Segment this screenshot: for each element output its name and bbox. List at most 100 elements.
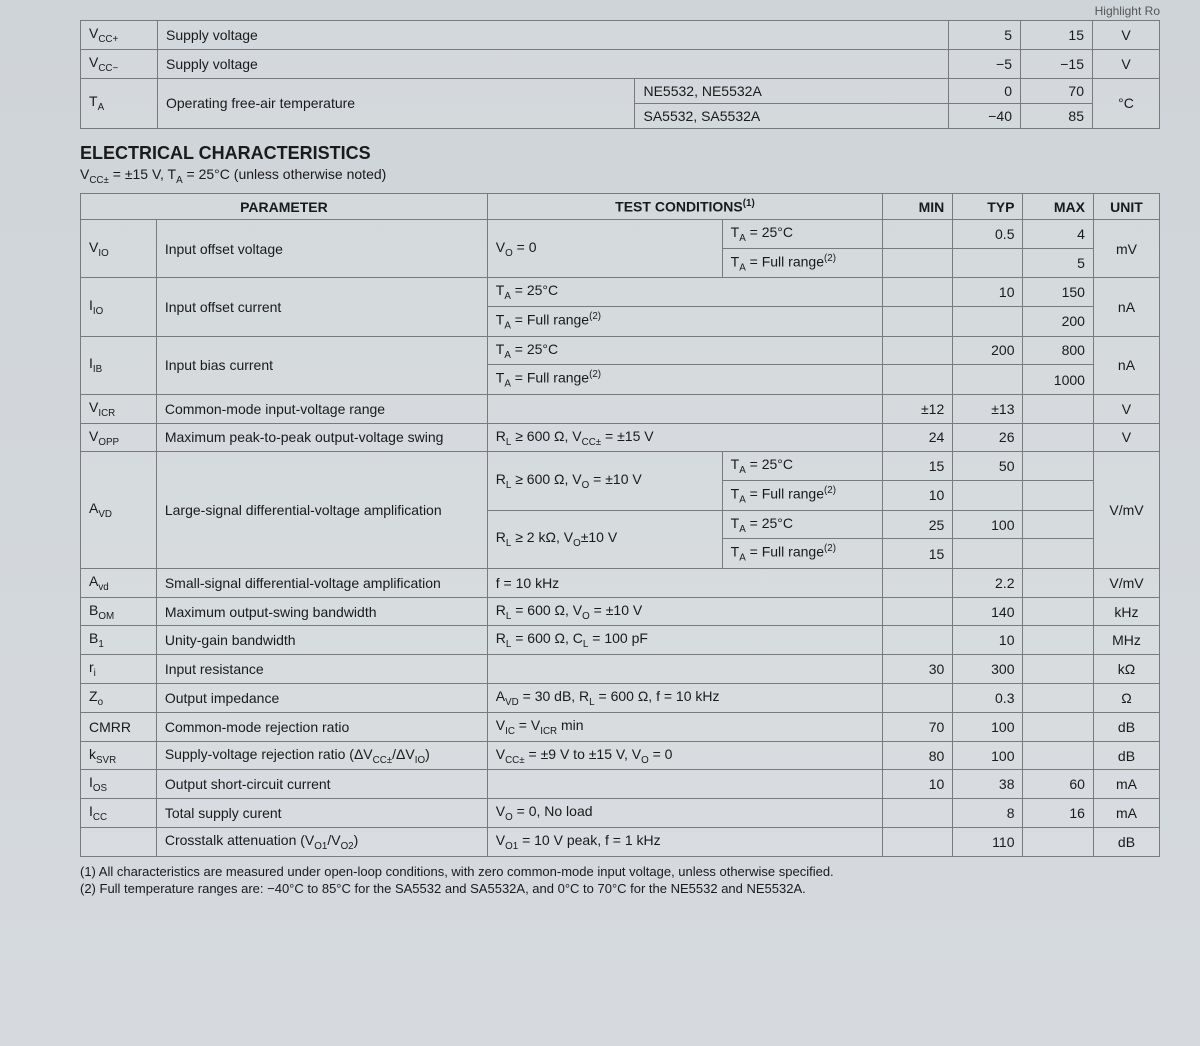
hdr-typ: TYP: [953, 194, 1023, 220]
unit: V/mV: [1093, 452, 1159, 569]
tc2: TA = Full range(2): [722, 248, 882, 277]
val: 16: [1023, 799, 1093, 828]
val: 15: [1021, 21, 1093, 50]
hdr-max: MAX: [1023, 194, 1093, 220]
param: Common-mode rejection ratio: [156, 712, 487, 741]
val: 60: [1023, 770, 1093, 799]
unit: V: [1093, 423, 1159, 452]
sym-cmrr: CMRR: [81, 712, 157, 741]
param: Crosstalk attenuation (VO1/VO2): [156, 828, 487, 857]
cond: SA5532, SA5532A: [635, 103, 949, 128]
val: 70: [1021, 78, 1093, 103]
sym-vopp: VOPP: [81, 423, 157, 452]
tc: TA = Full range(2): [487, 365, 882, 394]
unit: dB: [1093, 712, 1159, 741]
hdr-min: MIN: [883, 194, 953, 220]
electrical-characteristics-table: PARAMETER TEST CONDITIONS(1) MIN TYP MAX…: [80, 193, 1160, 856]
param: Input offset current: [156, 278, 487, 336]
tc: TA = 25°C: [487, 278, 882, 307]
param: Output short-circuit current: [156, 770, 487, 799]
sym-iib: IIB: [81, 336, 157, 394]
sym-ios: IOS: [81, 770, 157, 799]
sym-zo: Zo: [81, 684, 157, 713]
sym-icc: ICC: [81, 799, 157, 828]
val: [883, 220, 953, 249]
val: 30: [883, 655, 953, 684]
val: 85: [1021, 103, 1093, 128]
hdr-unit: UNIT: [1093, 194, 1159, 220]
unit: nA: [1093, 278, 1159, 336]
tc: VCC± = ±9 V to ±15 V, VO = 0: [487, 741, 882, 770]
unit: nA: [1093, 336, 1159, 394]
hdr-tc: TEST CONDITIONS(1): [487, 194, 882, 220]
val: 0.3: [953, 684, 1023, 713]
unit: Ω: [1093, 684, 1159, 713]
val: °C: [1093, 78, 1160, 128]
note-1: (1) All characteristics are measured und…: [80, 863, 1160, 881]
val: 2.2: [953, 568, 1023, 597]
tc: VO = 0: [487, 220, 722, 278]
val: 150: [1023, 278, 1093, 307]
val: 25: [883, 510, 953, 539]
val: 15: [883, 539, 953, 568]
tc2: TA = 25°C: [722, 452, 882, 481]
highlight-label: Highlight Ro: [1095, 4, 1160, 18]
tc: RL ≥ 600 Ω, VCC± = ±15 V: [487, 423, 882, 452]
desc: Supply voltage: [158, 21, 949, 50]
tc2: TA = 25°C: [722, 510, 882, 539]
param: Maximum output-swing bandwidth: [156, 597, 487, 626]
tc: RL ≥ 2 kΩ, VO±10 V: [487, 510, 722, 568]
sym-ta: TA: [81, 78, 158, 128]
param: Supply-voltage rejection ratio (ΔVCC±/ΔV…: [156, 741, 487, 770]
val: 1000: [1023, 365, 1093, 394]
val: ±12: [883, 394, 953, 423]
tc: TA = 25°C: [487, 336, 882, 365]
param: Output impedance: [156, 684, 487, 713]
val: 10: [953, 626, 1023, 655]
param: Maximum peak-to-peak output-voltage swin…: [156, 423, 487, 452]
tc: VO = 0, No load: [487, 799, 882, 828]
val: 80: [883, 741, 953, 770]
tc2: TA = Full range(2): [722, 481, 882, 510]
val: V: [1093, 21, 1160, 50]
tc: AVD = 30 dB, RL = 600 Ω, f = 10 kHz: [487, 684, 882, 713]
sym-vcc-minus: VCC−: [81, 49, 158, 78]
desc: Supply voltage: [158, 49, 949, 78]
val: 70: [883, 712, 953, 741]
unit: dB: [1093, 828, 1159, 857]
section-title: ELECTRICAL CHARACTERISTICS: [80, 143, 1160, 164]
datasheet-page: Highlight Ro VCC+ Supply voltage 5 15 V …: [0, 0, 1200, 1046]
param: Input bias current: [156, 336, 487, 394]
tc: RL ≥ 600 Ω, VO = ±10 V: [487, 452, 722, 510]
unit: mA: [1093, 770, 1159, 799]
tc: VO1 = 10 V peak, f = 1 kHz: [487, 828, 882, 857]
val: 200: [953, 336, 1023, 365]
val: −5: [949, 49, 1021, 78]
val: −40: [949, 103, 1021, 128]
val: 10: [883, 481, 953, 510]
sym-avd: AVD: [81, 452, 157, 569]
unit: mA: [1093, 799, 1159, 828]
val: 800: [1023, 336, 1093, 365]
tc: TA = Full range(2): [487, 307, 882, 336]
tc2: TA = Full range(2): [722, 539, 882, 568]
val: 110: [953, 828, 1023, 857]
val: 5: [1023, 248, 1093, 277]
tc: RL = 600 Ω, VO = ±10 V: [487, 597, 882, 626]
unit: mV: [1093, 220, 1159, 278]
val: 50: [953, 452, 1023, 481]
sym-b1: B1: [81, 626, 157, 655]
sym-vio: VIO: [81, 220, 157, 278]
cond: NE5532, NE5532A: [635, 78, 949, 103]
val: −15: [1021, 49, 1093, 78]
sym-ri: ri: [81, 655, 157, 684]
tc2: TA = 25°C: [722, 220, 882, 249]
param: Common-mode input-voltage range: [156, 394, 487, 423]
sym-ksvr: kSVR: [81, 741, 157, 770]
operating-conditions-table: VCC+ Supply voltage 5 15 V VCC− Supply v…: [80, 20, 1160, 129]
param: Large-signal differential-voltage amplif…: [156, 452, 487, 569]
val: 4: [1023, 220, 1093, 249]
val: 300: [953, 655, 1023, 684]
unit: MHz: [1093, 626, 1159, 655]
val: V: [1093, 49, 1160, 78]
